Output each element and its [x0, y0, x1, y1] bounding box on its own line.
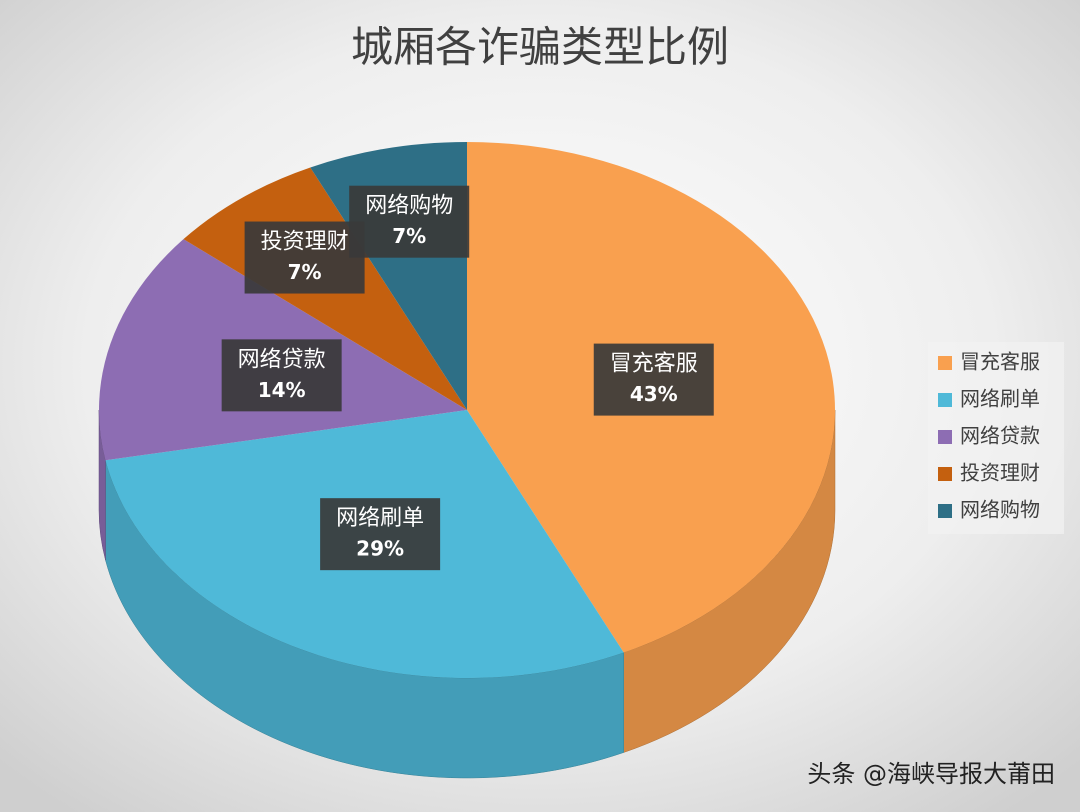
- data-label-box: [221, 339, 342, 412]
- data-label-name: 网络购物: [365, 194, 453, 219]
- data-labels: 冒充客服 43% 网络刷单 29% 网络贷款 14% 投资理财 7% 网络购物 7%: [221, 185, 714, 571]
- watermark: 头条 @海峡导报大莆田: [807, 760, 1055, 788]
- data-label-name: 冒充客服: [610, 352, 698, 377]
- data-label-box: [244, 221, 365, 294]
- legend-label: 网络贷款: [960, 424, 1040, 448]
- chart-title: 城厢各诈骗类型比例: [351, 23, 729, 72]
- legend-label: 网络购物: [960, 498, 1040, 522]
- legend-swatch: [938, 504, 952, 518]
- data-label-value: 14%: [258, 378, 306, 402]
- legend-label: 冒充客服: [960, 350, 1040, 374]
- data-label-value: 7%: [288, 260, 322, 284]
- legend-swatch: [938, 467, 952, 481]
- data-label-box: [320, 498, 441, 571]
- legend-swatch: [938, 393, 952, 407]
- data-label-name: 网络贷款: [238, 347, 326, 372]
- data-label-value: 7%: [392, 224, 426, 248]
- data-label-box: [349, 185, 470, 258]
- legend-label: 网络刷单: [960, 387, 1040, 411]
- data-label-name: 投资理财: [261, 230, 349, 255]
- data-label-name: 网络刷单: [336, 506, 424, 531]
- legend-swatch: [938, 430, 952, 444]
- legend-label: 投资理财: [960, 461, 1040, 485]
- legend-swatch: [938, 356, 952, 370]
- data-label-value: 43%: [630, 382, 678, 406]
- data-label-value: 29%: [356, 537, 404, 561]
- data-label-box: [593, 343, 714, 416]
